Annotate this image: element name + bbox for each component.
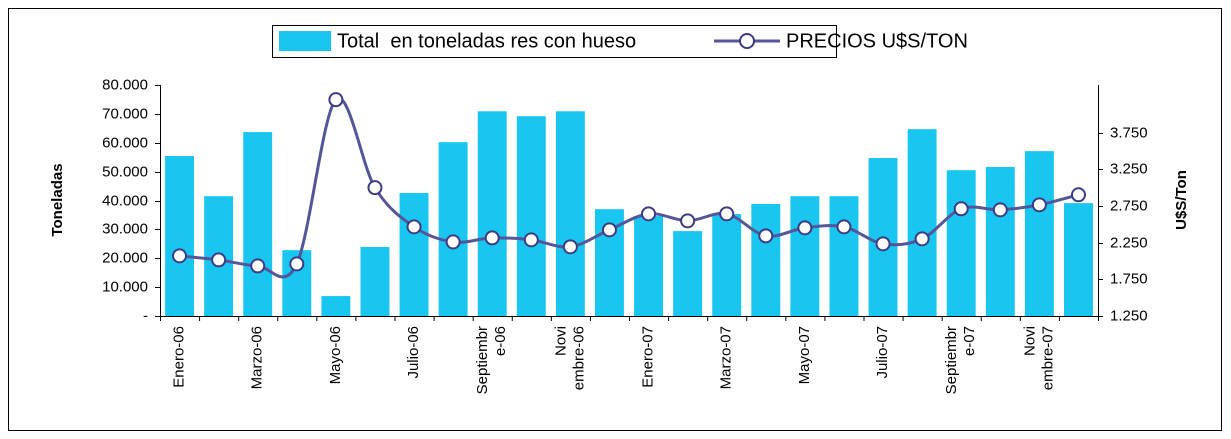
y-tick-label: 30.000 xyxy=(102,220,148,237)
line-marker xyxy=(797,220,813,236)
bar xyxy=(243,132,273,316)
x-tick-label-line: embre-06 xyxy=(570,326,587,394)
legend-swatch xyxy=(279,31,331,51)
bar xyxy=(477,111,507,317)
x-tick-label-line: embre-07 xyxy=(1039,326,1056,394)
x-tick-label: Julio-07 xyxy=(874,326,891,379)
bar xyxy=(634,216,664,316)
y2-tick-label: 2.750 xyxy=(1110,197,1148,214)
y-tick-label: - xyxy=(143,307,148,324)
legend-marker xyxy=(739,33,755,49)
bar xyxy=(907,129,937,316)
legend-label: PRECIOS U$S/TON xyxy=(786,30,968,52)
line-marker xyxy=(758,228,774,244)
bar xyxy=(360,246,390,316)
x-tick-label: Septiembr e-07 xyxy=(943,326,978,394)
bar xyxy=(555,111,585,317)
bar xyxy=(516,116,546,316)
y-tick-label: 80.000 xyxy=(102,76,148,93)
line-marker xyxy=(601,222,617,238)
line-marker xyxy=(1031,197,1047,213)
y2-tick-label: 1.750 xyxy=(1110,270,1148,287)
line-marker xyxy=(719,206,735,222)
legend-label: Total en toneladas res con hueso xyxy=(337,30,636,52)
y2-tick-label: 3.750 xyxy=(1110,124,1148,141)
x-tick-label: Novi embre-07 xyxy=(1021,326,1056,394)
line-marker xyxy=(211,252,227,268)
line-marker xyxy=(992,202,1008,218)
x-tick-label: Septiembr e-06 xyxy=(474,326,509,394)
x-tick-label-line: Septiembr xyxy=(474,326,491,394)
bar xyxy=(829,196,859,316)
y2-tick-label: 2.250 xyxy=(1110,234,1148,251)
x-tick-label: Enero-07 xyxy=(640,326,657,388)
y-axis-title: Toneladas xyxy=(49,163,66,236)
line-marker xyxy=(914,231,930,247)
line-marker xyxy=(367,180,383,196)
y2-tick-label: 1.250 xyxy=(1110,307,1148,324)
line-marker xyxy=(680,213,696,229)
bar xyxy=(1063,203,1093,316)
line-marker xyxy=(406,219,422,235)
line-marker xyxy=(641,206,657,222)
x-tick-label-line: e-07 xyxy=(961,326,978,360)
line-marker xyxy=(172,248,188,264)
line-marker xyxy=(484,230,500,246)
y-tick-label: 50.000 xyxy=(102,163,148,180)
bar xyxy=(790,196,820,316)
bar xyxy=(712,214,742,316)
x-tick-label: Marzo-06 xyxy=(249,326,266,389)
x-tick-label: Novi embre-06 xyxy=(552,326,587,394)
x-tick-label: Enero-06 xyxy=(171,326,188,388)
line-marker xyxy=(1070,187,1086,203)
line-marker xyxy=(523,232,539,248)
x-tick-label-line: e-06 xyxy=(492,326,509,360)
x-tick-label-line: Septiembr xyxy=(943,326,960,394)
line-marker xyxy=(250,258,266,274)
bar xyxy=(751,203,781,316)
y-tick-label: 70.000 xyxy=(102,105,148,122)
x-tick-label-line: Novi xyxy=(552,326,569,356)
y-tick-label: 60.000 xyxy=(102,134,148,151)
bar xyxy=(438,142,468,316)
y-tick-label: 10.000 xyxy=(102,278,148,295)
bar xyxy=(946,170,976,316)
bar xyxy=(399,192,429,316)
y2-tick-label: 3.250 xyxy=(1110,160,1148,177)
bar xyxy=(1024,151,1054,316)
line-marker xyxy=(562,239,578,255)
bar xyxy=(673,231,703,316)
y-tick-label: 40.000 xyxy=(102,192,148,209)
line-marker xyxy=(328,92,344,108)
x-tick-label-line: Novi xyxy=(1021,326,1038,356)
x-tick-label: Marzo-07 xyxy=(718,326,735,389)
x-tick-label: Mayo-07 xyxy=(796,326,813,384)
y2-axis-title: U$S/Ton xyxy=(1173,170,1190,230)
x-tick-label: Julio-06 xyxy=(405,326,422,379)
line-marker xyxy=(953,201,969,217)
y-tick-label: 20.000 xyxy=(102,249,148,266)
line-marker xyxy=(289,256,305,272)
line-marker xyxy=(836,219,852,235)
bar xyxy=(321,296,351,316)
x-tick-label: Mayo-06 xyxy=(327,326,344,384)
line-marker xyxy=(875,236,891,252)
bar xyxy=(165,156,195,316)
bar xyxy=(985,167,1015,316)
line-marker xyxy=(445,234,461,250)
